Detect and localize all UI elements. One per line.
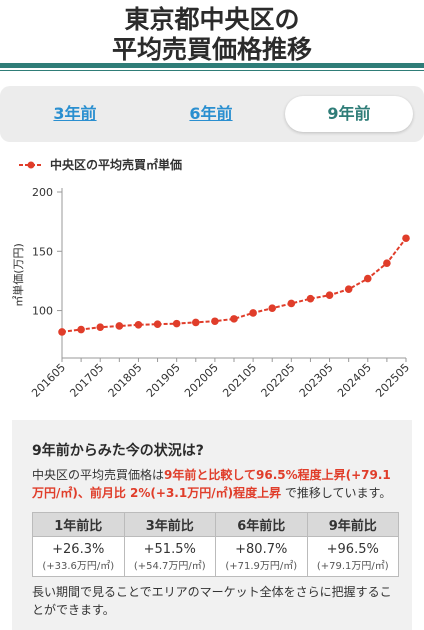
chart-plot: 100 150 200 ㎡単価(万円) 201605 201705 201805 201905… <box>0 150 424 422</box>
x-tick-label: 201905 <box>144 361 183 400</box>
amount-value: (+71.9万円/㎡) <box>216 557 307 572</box>
header-1-year: 1年前比 <box>33 513 125 537</box>
x-tick-label: 201705 <box>67 361 106 400</box>
pct-value: +26.3% <box>33 542 124 557</box>
x-tick-label: 202005 <box>182 361 221 400</box>
comparison-table: 1年前比 3年前比 6年前比 9年前比 +26.3% (+33.6万円/㎡) +5… <box>32 512 399 577</box>
summary-text: 中央区の平均売買価格は9年前と比較して96.5%程度上昇(+79.1万円/㎡)、… <box>32 466 392 502</box>
title-divider <box>0 63 424 68</box>
x-tick-label: 201805 <box>106 361 145 400</box>
data-point <box>173 320 181 328</box>
data-point <box>402 234 410 242</box>
summary-heading: 9年前からみた今の状況は? <box>32 440 392 460</box>
data-point <box>96 323 104 331</box>
data-point <box>154 320 162 328</box>
x-tick-label: 202305 <box>297 361 336 400</box>
data-point <box>288 300 296 308</box>
header-9-year: 9年前比 <box>307 513 399 537</box>
price-chart: 中央区の平均売買㎡単価 100 150 200 ㎡単価(万円) 201605 201705… <box>0 150 424 422</box>
x-tick-label: 202405 <box>335 361 374 400</box>
data-point <box>345 285 353 293</box>
data-point <box>307 295 315 303</box>
data-point <box>77 326 85 334</box>
pct-value: +96.5% <box>308 542 399 557</box>
data-point <box>116 322 124 330</box>
data-point <box>58 328 66 336</box>
data-point <box>249 309 257 317</box>
summary-panel: 9年前からみた今の状況は? 中央区の平均売買価格は9年前と比較して96.5%程度… <box>12 420 412 630</box>
header-3-year: 3年前比 <box>124 513 216 537</box>
title-line-2: 平均売買価格推移 <box>0 35 424 65</box>
x-tick-label: 202105 <box>220 361 259 400</box>
page-title: 東京都中央区の 平均売買価格推移 <box>0 0 424 65</box>
period-tabs: 3年前 6年前 9年前 <box>0 86 424 142</box>
summary-note: 長い期間で見ることでエリアのマーケット全体をさらに把握することができます。 <box>32 583 392 619</box>
data-point <box>326 291 334 299</box>
amount-value: (+79.1万円/㎡) <box>308 557 399 572</box>
data-point <box>364 275 372 283</box>
amount-value: (+33.6万円/㎡) <box>33 557 124 572</box>
title-divider-thin <box>0 70 424 71</box>
y-tick-label: 100 <box>32 305 53 318</box>
cell-1-year: +26.3% (+33.6万円/㎡) <box>33 537 125 577</box>
data-point <box>268 304 276 312</box>
legend-line-marker-icon <box>18 160 44 170</box>
tab-9-years[interactable]: 9年前 <box>285 96 413 132</box>
pct-value: +51.5% <box>125 542 216 557</box>
data-point <box>230 315 238 323</box>
y-tick-label: 150 <box>32 245 53 258</box>
y-tick-label: 200 <box>32 186 53 199</box>
cell-6-year: +80.7% (+71.9万円/㎡) <box>216 537 308 577</box>
title-line-1: 東京都中央区の <box>0 5 424 35</box>
data-point <box>192 319 200 327</box>
chart-legend[interactable]: 中央区の平均売買㎡単価 <box>18 156 182 173</box>
x-tick-label: 201605 <box>29 361 68 400</box>
summary-text-pre: 中央区の平均売買価格は <box>32 468 164 482</box>
table-row: +26.3% (+33.6万円/㎡) +51.5% (+54.7万円/㎡) +80.… <box>33 537 399 577</box>
tab-6-years[interactable]: 6年前 <box>156 96 266 132</box>
header-6-year: 6年前比 <box>216 513 308 537</box>
cell-9-year: +96.5% (+79.1万円/㎡) <box>307 537 399 577</box>
x-tick-label: 202205 <box>259 361 298 400</box>
amount-value: (+54.7万円/㎡) <box>125 557 216 572</box>
tab-3-years[interactable]: 3年前 <box>20 96 130 132</box>
data-point <box>383 259 391 267</box>
summary-text-post: で推移しています。 <box>281 486 391 500</box>
data-point <box>211 317 219 325</box>
pct-value: +80.7% <box>216 542 307 557</box>
legend-label: 中央区の平均売買㎡単価 <box>50 156 182 173</box>
x-tick-label: 202505 <box>373 361 412 400</box>
y-axis-label: ㎡単価(万円) <box>11 243 25 307</box>
data-point <box>135 321 143 329</box>
cell-3-year: +51.5% (+54.7万円/㎡) <box>124 537 216 577</box>
